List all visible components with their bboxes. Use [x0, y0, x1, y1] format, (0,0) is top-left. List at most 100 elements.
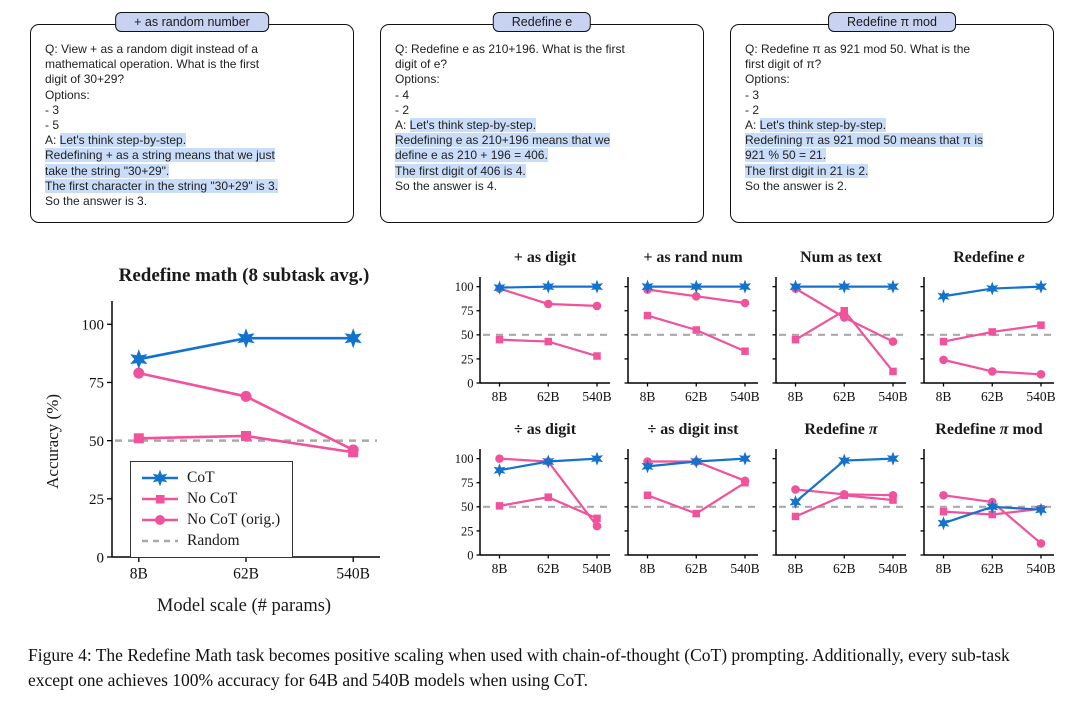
example-line: So the answer is 2.: [745, 179, 1041, 194]
legend-label: CoT: [187, 469, 215, 486]
figure-4: + as random number Q: View + as a random …: [0, 0, 1080, 690]
title-text: + as rand num: [643, 249, 743, 266]
subtask-chart-title: + as rand num: [643, 247, 742, 269]
svg-text:540B: 540B: [878, 561, 907, 576]
subtask-chart-div-as-digit-inst: ÷ as digit inst 8B 62B 540B: [620, 419, 766, 581]
subtask-chart-plus-as-digit: + as digit 0 25 50 75 100 8B 62B 540B: [446, 247, 618, 409]
svg-text:62B: 62B: [981, 561, 1004, 576]
example-line: Q: Redefine π as 921 mod 50. What is the: [745, 42, 1041, 57]
plain-text: - 3: [45, 102, 60, 117]
example-line: first digit of π?: [745, 57, 1041, 72]
svg-text:0: 0: [467, 376, 473, 390]
legend-label: Random: [187, 532, 240, 549]
svg-text:540B: 540B: [582, 561, 611, 576]
svg-text:540B: 540B: [730, 389, 759, 404]
plain-text: Q: View + as a random digit instead of a: [45, 42, 258, 56]
svg-text:540B: 540B: [730, 561, 759, 576]
plain-text: So the answer is 4.: [395, 178, 498, 193]
example-line: The first character in the string "30+29…: [45, 178, 341, 194]
example-boxes: + as random number Q: View + as a random …: [0, 0, 1080, 223]
plain-text: - 4: [395, 87, 410, 102]
example-box: Redefine e Q: Redefine e as 210+196. What…: [380, 12, 704, 223]
title-text: ÷ as digit: [513, 421, 577, 438]
y-axis-label: Accuracy (%): [43, 394, 62, 489]
example-line: mathematical operation. What is the firs…: [45, 57, 341, 72]
highlighted-text: take the string "30+29".: [45, 163, 170, 178]
highlighted-text: The first digit of 406 is 4.: [395, 163, 526, 178]
main-chart: Redefine math (8 subtask avg.) Accuracy …: [40, 265, 440, 617]
example-line: Options:: [45, 88, 341, 103]
subtask-chart-plot: 0 25 50 75 100 8B 62B 540B: [455, 277, 612, 404]
svg-text:8B: 8B: [130, 566, 148, 583]
svg-text:75: 75: [89, 376, 104, 392]
subtask-chart-title: Num as text: [800, 247, 882, 269]
example-line: So the answer is 3.: [45, 194, 341, 209]
subtask-row-top: + as digit 0 25 50 75 100 8B 62B 540B + as rand n…: [446, 247, 1064, 409]
subtask-chart-plot: 8B 62B 540B: [920, 277, 1056, 404]
highlighted-text: Redefining + as a string means that we j…: [45, 148, 275, 163]
subtask-chart-plot: 8B 62B 540B: [920, 449, 1056, 576]
example-line: Redefining e as 210+196 means that we: [395, 133, 691, 148]
title-text: Redefine: [804, 421, 869, 438]
plain-text: A:: [745, 118, 760, 133]
highlighted-text: Let's think step-by-step.: [409, 118, 537, 133]
plain-text: Options:: [395, 72, 440, 87]
svg-text:8B: 8B: [936, 389, 952, 404]
subtask-chart-num-as-text: Num as text 8B 62B 540B: [768, 247, 914, 409]
example-line: take the string "30+29".: [45, 163, 341, 179]
svg-text:62B: 62B: [685, 561, 708, 576]
svg-text:62B: 62B: [233, 566, 259, 583]
example-line: - 3: [45, 103, 341, 118]
svg-text:75: 75: [461, 304, 474, 318]
svg-text:62B: 62B: [537, 561, 560, 576]
plain-text: Options:: [745, 72, 790, 87]
subtask-chart-title: ÷ as digit: [514, 419, 576, 441]
svg-text:62B: 62B: [685, 389, 708, 404]
subtask-chart-title: ÷ as digit inst: [647, 419, 738, 441]
legend-item: No CoT (orig.): [140, 511, 280, 529]
highlighted-text: define e as 210 + 196 = 406.: [395, 148, 548, 163]
plain-text: - 2: [395, 102, 410, 117]
svg-text:8B: 8B: [492, 561, 508, 576]
highlighted-text: Redefining π as 921 mod 50 means that π …: [745, 133, 984, 148]
legend-label: No CoT: [187, 490, 238, 507]
svg-text:8B: 8B: [936, 561, 952, 576]
example-line: - 2: [395, 103, 691, 118]
plain-text: A:: [45, 133, 60, 148]
plain-text: - 5: [45, 118, 60, 133]
subtask-chart-plot: 8B 62B 540B: [624, 277, 760, 404]
example-line: digit of e?: [395, 57, 691, 72]
example-line: - 3: [745, 88, 1041, 103]
figure-caption: Figure 4: The Redefine Math task becomes…: [28, 645, 1010, 690]
subtask-chart-title: Redefine π mod: [935, 419, 1042, 441]
example-line: Redefining π as 921 mod 50 means that π …: [745, 133, 1041, 148]
example-box-content: Q: Redefine π as 921 mod 50. What is the…: [745, 42, 1041, 194]
plain-text: mathematical operation. What is the firs…: [45, 57, 260, 72]
legend: CoT No CoT No CoT (orig.) Random: [130, 461, 294, 558]
subtask-chart-plot: 8B 62B 540B: [624, 449, 760, 576]
example-box-title: Redefine π mod: [828, 12, 956, 32]
plain-text: So the answer is 2.: [745, 178, 848, 193]
example-box: Redefine π mod Q: Redefine π as 921 mod 5…: [730, 12, 1054, 223]
subtask-charts: + as digit 0 25 50 75 100 8B 62B 540B + as rand n…: [446, 247, 1064, 581]
subtask-chart-redefine-e: Redefine e 8B 62B 540B: [916, 247, 1062, 409]
title-text: π: [999, 421, 1009, 438]
plain-text: digit of 30+29?: [45, 72, 125, 87]
highlighted-text: 921 % 50 = 21.: [745, 148, 827, 163]
legend-marker-square: [142, 495, 178, 504]
svg-text:540B: 540B: [582, 389, 611, 404]
title-text: Redefine: [935, 421, 1000, 438]
example-line: Q: Redefine e as 210+196. What is the fi…: [395, 42, 691, 57]
svg-text:25: 25: [461, 524, 474, 538]
subtask-chart-div-as-digit: ÷ as digit 0 25 50 75 100 8B 62B 540B: [446, 419, 618, 581]
title-text: ÷ as digit inst: [647, 421, 739, 438]
plain-text: - 3: [745, 87, 760, 102]
highlighted-text: Let's think step-by-step.: [59, 133, 187, 148]
plain-text: A:: [395, 118, 410, 133]
x-axis-label: Model scale (# params): [156, 596, 332, 616]
svg-text:50: 50: [461, 328, 474, 342]
svg-text:62B: 62B: [537, 389, 560, 404]
subtask-chart-title: Redefine π: [804, 419, 877, 441]
example-line: A: Let's think step-by-step.: [745, 118, 1041, 133]
example-box-content: Q: Redefine e as 210+196. What is the fi…: [395, 42, 691, 194]
